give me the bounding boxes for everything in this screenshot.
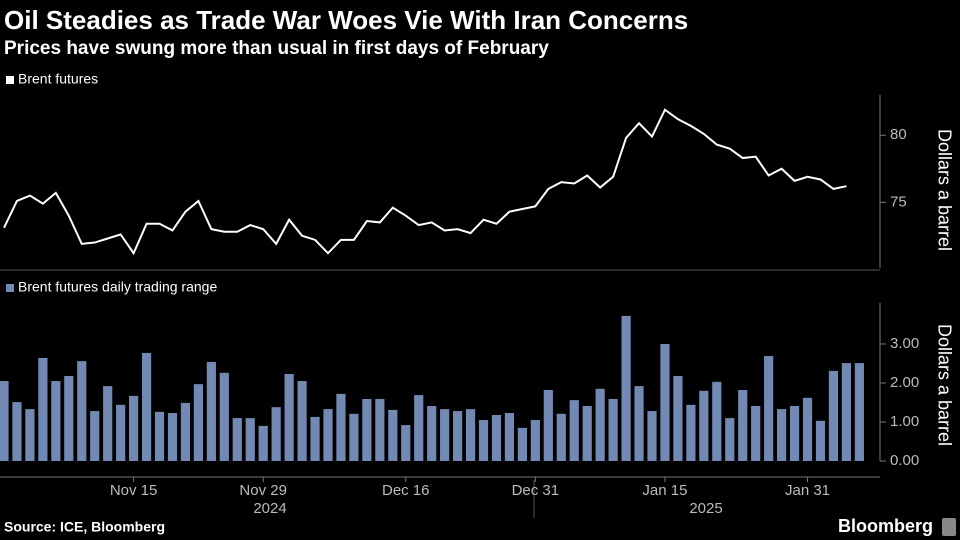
bar: [440, 409, 450, 461]
bar: [815, 420, 826, 461]
bar: [751, 405, 761, 461]
chart-title: Oil Steadies as Trade War Woes Vie With …: [4, 5, 688, 35]
bar: [828, 370, 839, 461]
y-tick-label: 75: [890, 193, 907, 210]
bar: [401, 425, 411, 461]
bar: [51, 381, 61, 461]
bar: [116, 404, 126, 461]
bar: [673, 375, 683, 461]
y-axis-title: Dollars a barrel: [934, 324, 954, 446]
bar: [660, 343, 670, 461]
bar: [245, 418, 255, 461]
bar: [271, 407, 281, 461]
legend-label: Brent futures daily trading range: [18, 279, 217, 295]
bar: [712, 381, 722, 461]
brand-icon: [942, 518, 956, 536]
bar: [180, 402, 191, 461]
bar: [323, 409, 333, 461]
legend-label: Brent futures: [18, 71, 98, 87]
bar: [103, 386, 113, 461]
bar: [90, 411, 100, 461]
x-tick-label: Nov 15: [110, 482, 158, 499]
bar: [12, 402, 22, 461]
bar: [362, 398, 372, 461]
bar: [388, 409, 398, 461]
bar: [427, 405, 437, 461]
x-tick-label: Jan 15: [642, 482, 687, 499]
bar: [777, 409, 787, 461]
legend-swatch: [6, 76, 14, 84]
legend-swatch: [6, 284, 14, 292]
brand: Bloomberg: [838, 516, 933, 536]
y-tick-label: 0.00: [890, 452, 919, 469]
year-label: 2025: [689, 500, 722, 517]
bar: [154, 411, 165, 461]
bar: [802, 397, 813, 461]
price-line: [3, 108, 847, 256]
bar: [77, 361, 87, 461]
bar: [297, 381, 307, 461]
bar: [595, 388, 605, 461]
bar: [375, 398, 385, 461]
bar: [854, 363, 864, 461]
bar: [569, 400, 579, 461]
bar: [167, 413, 178, 461]
y-tick-label: 1.00: [890, 413, 919, 430]
bar: [517, 427, 527, 461]
bar: [465, 409, 476, 461]
bar: [556, 413, 566, 461]
bar: [232, 418, 242, 461]
bar: [699, 390, 709, 461]
bar: [647, 411, 657, 461]
bar: [453, 411, 463, 461]
x-tick-label: Dec 31: [512, 482, 560, 499]
bar: [25, 409, 35, 461]
bar: [64, 375, 74, 461]
bar: [504, 413, 515, 461]
bar: [608, 398, 618, 461]
bar: [543, 389, 553, 461]
bar: [336, 393, 346, 461]
bar: [310, 416, 320, 461]
bar: [582, 405, 592, 461]
bar: [193, 384, 203, 461]
x-tick-label: Nov 29: [239, 482, 287, 499]
bar: [764, 356, 774, 461]
bar: [634, 386, 644, 461]
y-tick-label: 80: [890, 126, 907, 143]
bar: [141, 352, 152, 461]
bar: [738, 389, 748, 461]
x-tick-label: Jan 31: [785, 482, 830, 499]
y-tick-label: 3.00: [890, 335, 919, 352]
bar: [491, 414, 502, 461]
source: Source: ICE, Bloomberg: [4, 519, 165, 535]
bar: [129, 395, 139, 461]
bar: [206, 361, 216, 461]
bar: [725, 418, 735, 461]
chart-subtitle: Prices have swung more than usual in fir…: [4, 38, 549, 59]
bar: [530, 420, 540, 461]
bar: [0, 381, 9, 461]
bar: [621, 315, 631, 461]
bar: [219, 372, 229, 461]
bar: [258, 425, 268, 461]
bar: [38, 358, 48, 461]
x-tick-label: Dec 16: [382, 482, 430, 499]
bar: [686, 404, 696, 461]
bar: [841, 363, 851, 461]
y-axis-title: Dollars a barrel: [934, 129, 954, 251]
bar: [349, 413, 359, 461]
bar: [789, 405, 800, 461]
year-label: 2024: [253, 500, 286, 517]
y-tick-label: 2.00: [890, 374, 919, 391]
bar: [284, 374, 294, 461]
bar: [414, 395, 424, 461]
bar: [478, 420, 489, 461]
